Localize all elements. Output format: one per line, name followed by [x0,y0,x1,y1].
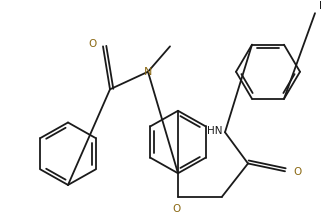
Text: O: O [293,167,301,177]
Text: I: I [319,1,322,11]
Text: O: O [89,39,97,50]
Text: N: N [144,67,152,77]
Text: HN: HN [208,126,223,136]
Text: O: O [173,205,181,215]
